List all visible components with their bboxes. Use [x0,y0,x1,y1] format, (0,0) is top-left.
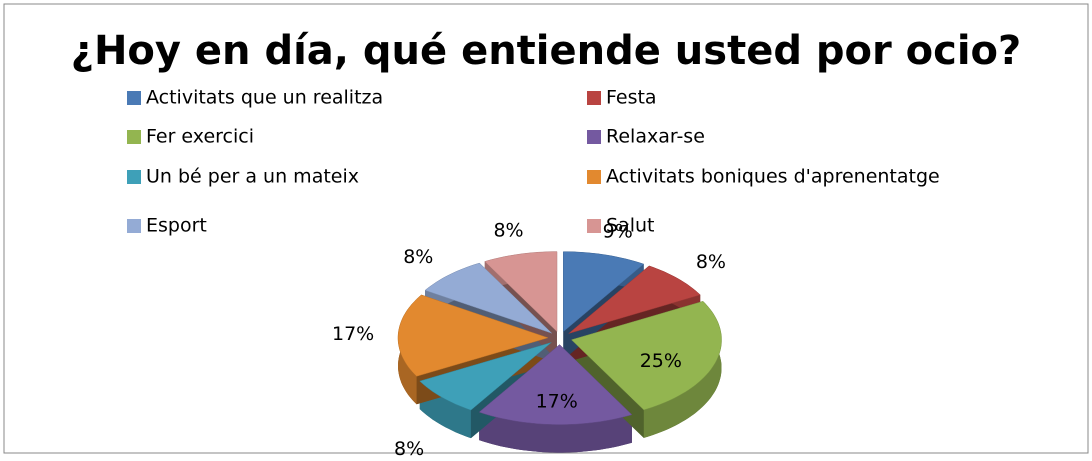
legend-label: Relaxar-se [606,126,705,148]
slice-rim [479,412,632,453]
data-label: 8% [696,251,726,273]
pie-slice [563,251,645,333]
legend-swatch [127,91,141,105]
legend-label: Un bé per a un mateix [146,166,359,188]
legend-swatch [587,91,601,105]
legend-label: Esport [146,215,207,237]
pie-slice [571,301,722,411]
legend-swatch [587,170,601,184]
legend-label: Activitats boniques d'aprenentatge [606,166,940,188]
data-label: 25% [640,350,682,372]
legend-label: Salut [606,215,654,237]
legend-swatch [587,130,601,144]
legend-swatch [127,170,141,184]
legend-swatch [127,219,141,233]
legend-label: Festa [606,87,657,109]
pie-slice [484,251,558,333]
data-label: 17% [536,391,578,413]
legend-label: Fer exercici [146,126,254,148]
pie-slice [397,294,549,377]
pie-slice [419,342,552,411]
legend-swatch [127,130,141,144]
legend-swatch [587,219,601,233]
legend-label: Activitats que un realitza [146,87,383,109]
pie-slice [424,262,552,334]
data-label: 9% [603,220,633,242]
chart-title: ¿Hoy en día, qué entiende usted por ocio… [71,28,1022,74]
data-label: 8% [394,438,424,457]
pie-slice [568,265,701,334]
pie-slice [478,344,633,425]
data-label: 17% [332,323,374,345]
data-label: 8% [403,246,433,268]
data-label: 8% [493,219,523,241]
slice-rim [643,301,722,438]
